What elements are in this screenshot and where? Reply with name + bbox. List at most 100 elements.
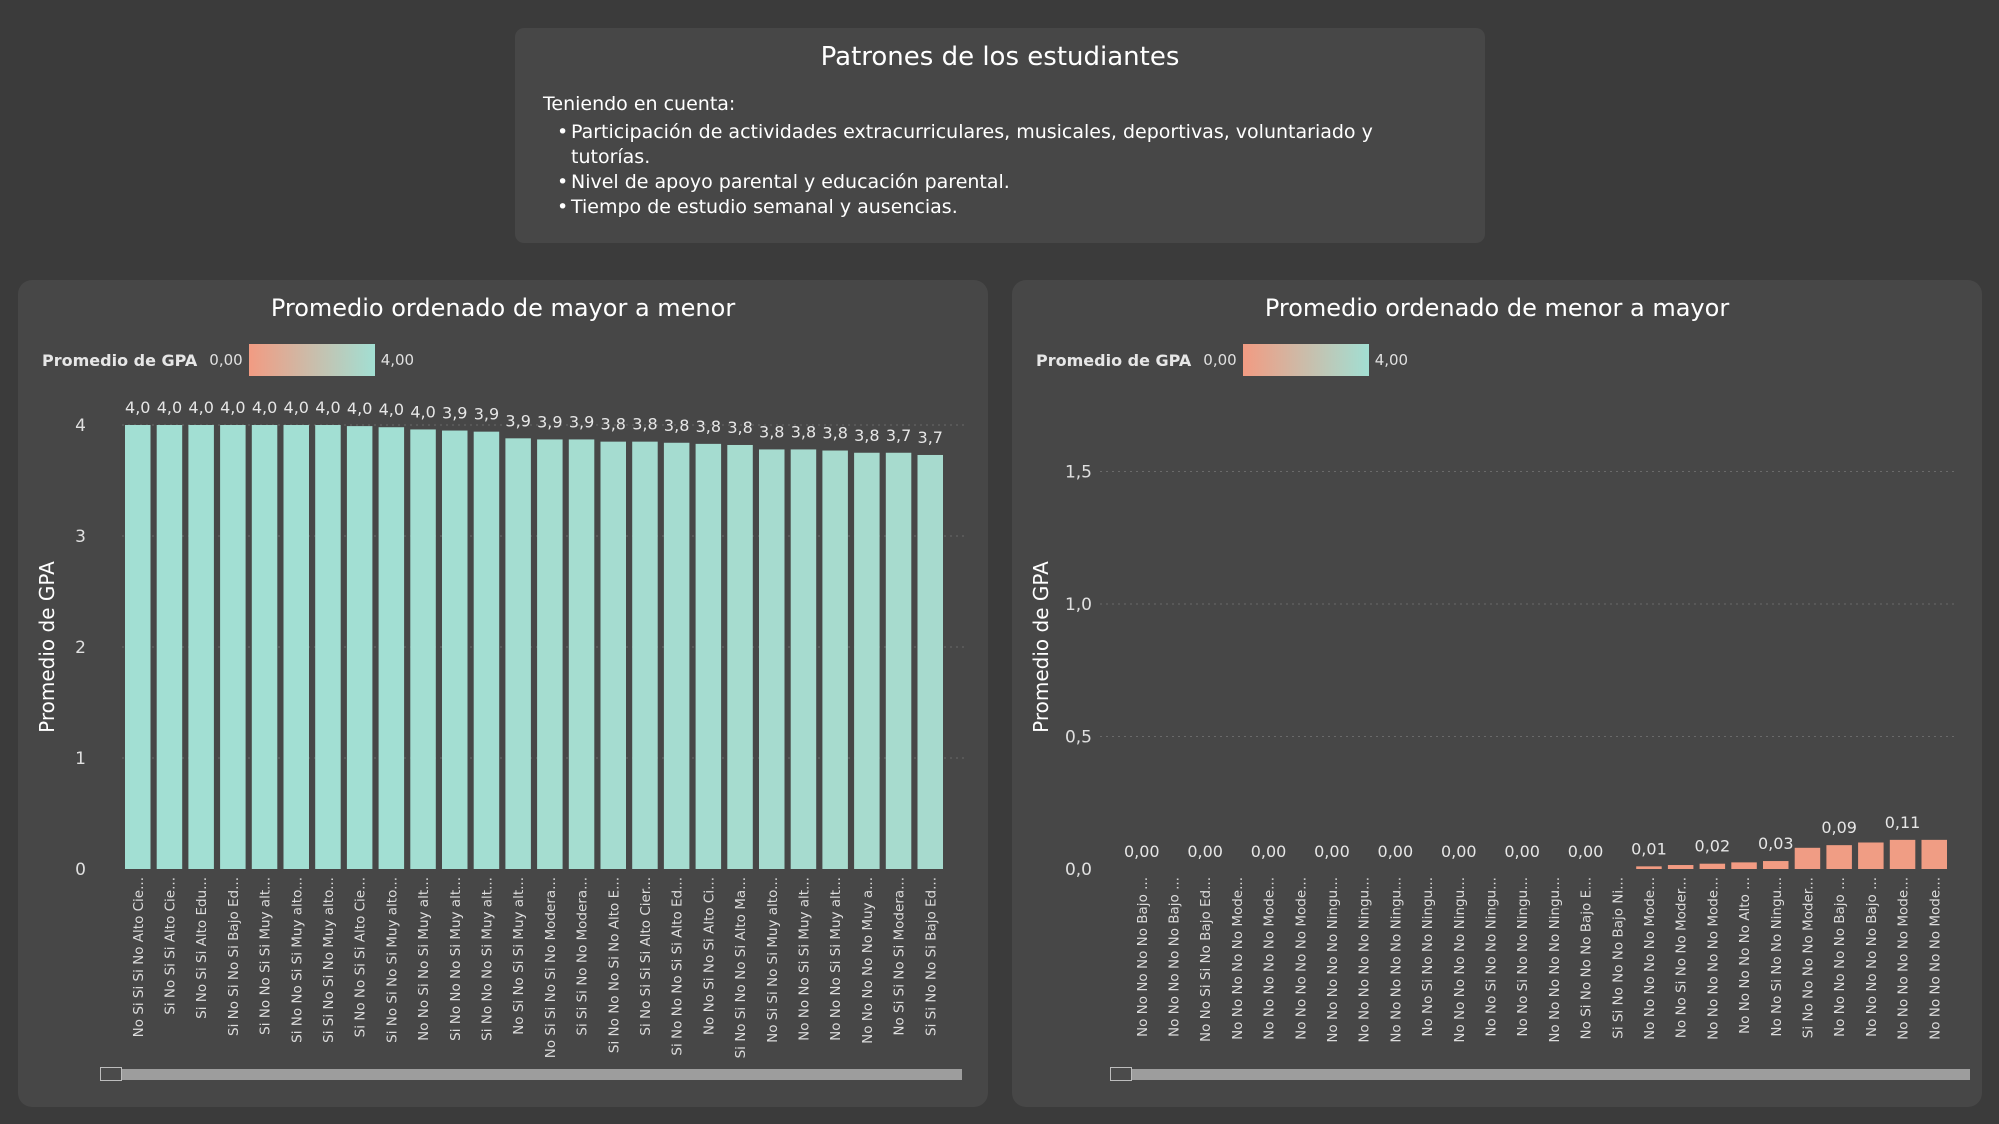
data-label: 0,02 [1695, 837, 1731, 856]
x-tick-label: No No Si No No Ningu... [1769, 877, 1785, 1037]
bar [125, 425, 151, 869]
bar [1699, 863, 1726, 869]
x-tick-label: No Si Si No Si Muy alto... [765, 877, 781, 1043]
x-tick-label: Si Si No No Si Bajo Ed... [923, 877, 939, 1036]
bar [537, 439, 563, 869]
chart-panel-descending: Promedio ordenado de mayor a menor Prome… [18, 280, 988, 1107]
x-tick-label: No Si Si No Si No Modera... [543, 877, 559, 1058]
description-bullet-activities: Participación de actividades extracurric… [557, 120, 1457, 170]
bar [1858, 842, 1884, 869]
bar [473, 431, 500, 869]
bar [410, 429, 436, 869]
data-label: 0,03 [1758, 834, 1794, 853]
legend-min: 0,00 [1203, 351, 1237, 369]
x-tick-label: No No No No No Alto ... [1737, 877, 1753, 1034]
data-label: 4,0 [125, 398, 150, 417]
x-tick-label: No Si Si Si No Alto Cie... [131, 877, 147, 1037]
data-label: 3,8 [632, 415, 657, 434]
bar [1921, 839, 1947, 869]
data-label: 3,8 [854, 426, 879, 445]
data-label: 3,9 [442, 404, 467, 423]
data-label: 4,0 [157, 398, 182, 417]
y-tick-label: 0,5 [1065, 728, 1092, 748]
x-tick-label: Si No No Si Si Muy alt... [258, 877, 274, 1035]
data-label: 4,0 [252, 398, 277, 417]
legend-max: 4,00 [1374, 351, 1409, 369]
x-tick-label: No No No No No Ningu... [1388, 877, 1404, 1043]
x-tick-label: No No No No No Ningu... [1325, 877, 1341, 1043]
data-label: 0,00 [1251, 842, 1287, 861]
data-label: 3,9 [505, 411, 530, 430]
bar [1763, 861, 1789, 869]
x-tick-label: No No No No No Mode... [1230, 877, 1246, 1040]
x-tick-label: No No Si No No Ningu... [1483, 877, 1499, 1037]
x-tick-label: Si Si No Si No Muy alto... [321, 877, 337, 1043]
x-tick-label: Si No Si Si Alto Cie... [162, 877, 178, 1015]
bar [283, 425, 309, 869]
data-label: 3,8 [601, 415, 626, 434]
legend-title: Promedio de GPA [1036, 350, 1192, 370]
scrollbar-thumb[interactable] [1110, 1067, 1132, 1081]
x-tick-label: No No No No No Bajo ... [1166, 877, 1182, 1037]
description-bullet-parental: Nivel de apoyo parental y educación pare… [557, 170, 1457, 195]
data-label: 0,00 [1441, 842, 1477, 861]
data-label: 4,0 [410, 402, 435, 421]
x-tick-label: Si No Si No No Si Alto Ma... [733, 877, 749, 1058]
x-tick-label: Si No No No Si Muy alt... [448, 877, 464, 1041]
y-tick-label: 0 [75, 860, 86, 880]
horizontal-scrollbar[interactable] [1110, 1067, 1970, 1081]
data-label: 0,00 [1314, 842, 1350, 861]
description-list: Participación de actividades extracurric… [543, 120, 1457, 220]
bar [822, 450, 848, 869]
y-tick-label: 1 [75, 749, 86, 769]
data-label: 3,8 [727, 418, 752, 437]
x-tick-label: No No No Si Si Muy alt... [828, 877, 844, 1041]
bar [156, 425, 183, 869]
x-tick-label: Si No No No No Moder... [1800, 877, 1816, 1038]
y-tick-label: 3 [75, 527, 86, 547]
data-label: 0,00 [1504, 842, 1540, 861]
data-label: 0,00 [1187, 842, 1223, 861]
bar [1636, 866, 1662, 869]
x-tick-label: No No No No No Mode... [1927, 877, 1943, 1040]
x-tick-label: No No Si No No Moder... [1674, 877, 1690, 1038]
legend-title: Promedio de GPA [42, 350, 198, 370]
y-tick-label: 2 [75, 638, 86, 658]
data-label: 4,0 [188, 398, 213, 417]
data-label: 3,9 [474, 405, 499, 424]
color-legend: Promedio de GPA 0,00 4,00 [42, 344, 414, 376]
data-label: 4,0 [315, 398, 340, 417]
bar [1667, 865, 1694, 869]
data-label: 0,00 [1378, 842, 1414, 861]
data-label: 4,0 [284, 398, 309, 417]
data-label: 0,09 [1821, 818, 1857, 837]
x-tick-label: Si Si Si No No Modera... [575, 877, 591, 1036]
x-tick-label: No No Si No Si Alto Ci... [701, 877, 717, 1035]
bar [1889, 839, 1916, 869]
bar [442, 430, 468, 869]
x-tick-label: Si Si No No No Bajo Ni... [1610, 877, 1626, 1039]
x-tick-label: No No Si No No Ningu... [1515, 877, 1531, 1037]
bar [1826, 845, 1852, 869]
x-tick-label: Si No Si Si Alto Edu... [194, 877, 210, 1019]
data-label: 3,8 [664, 416, 689, 435]
data-label: 4,0 [220, 398, 245, 417]
x-tick-label: No No No No No Ningu... [1547, 877, 1563, 1043]
scrollbar-thumb[interactable] [100, 1067, 122, 1081]
x-tick-label: Si No No Si Si Muy alto... [289, 877, 305, 1043]
data-label: 3,7 [918, 428, 943, 447]
bar [600, 441, 626, 869]
bar [505, 438, 531, 869]
horizontal-scrollbar[interactable] [100, 1067, 962, 1081]
bar [346, 426, 373, 869]
bar [315, 425, 341, 869]
bar [568, 439, 595, 869]
description-intro: Teniendo en cuenta: [543, 93, 736, 115]
data-label: 0,00 [1124, 842, 1160, 861]
y-tick-label: 1,5 [1065, 463, 1092, 483]
x-tick-label: No No Si Si No Bajo Ed... [1198, 877, 1214, 1042]
x-tick-label: Si No No No Si Si Alto Ed... [670, 877, 686, 1056]
color-legend: Promedio de GPA 0,00 4,00 [1036, 344, 1408, 376]
x-tick-label: Si No No No Si Muy alt... [479, 877, 495, 1041]
x-tick-label: Si No Si No Si Muy alto... [384, 877, 400, 1043]
